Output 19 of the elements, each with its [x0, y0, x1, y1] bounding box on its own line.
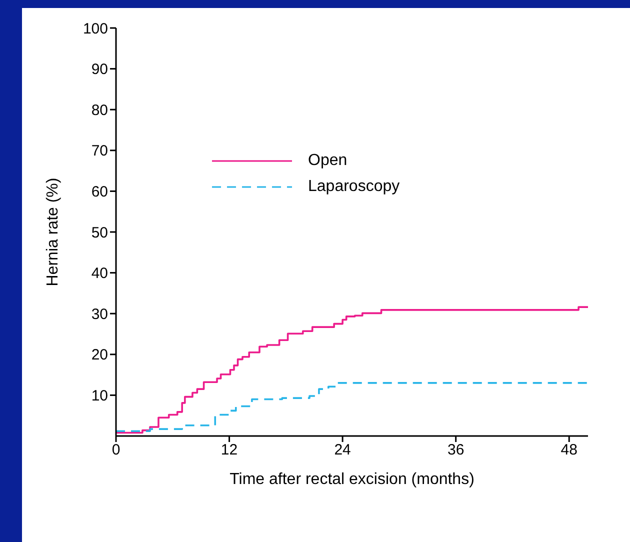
legend-label: Laparoscopy [308, 178, 400, 196]
x-tick-label: 48 [560, 442, 578, 459]
y-tick-label: 90 [91, 61, 108, 78]
y-tick-label: 60 [91, 184, 108, 201]
y-tick-label: 50 [91, 224, 108, 242]
y-axis-title: Hernia rate (%) [44, 178, 62, 286]
x-tick-label: 12 [220, 442, 238, 459]
y-tick-label: 30 [91, 306, 108, 323]
x-tick-label: 36 [447, 442, 464, 459]
y-tick-label: 40 [91, 265, 108, 282]
legend-label: Open [308, 152, 348, 170]
y-tick-label: 20 [91, 346, 108, 364]
y-tick-label: 80 [91, 102, 108, 119]
y-tick-label: 100 [82, 20, 108, 38]
x-tick-label: 0 [112, 442, 120, 459]
x-tick-label: 24 [334, 442, 351, 459]
x-axis-title: Time after rectal excision (months) [230, 471, 474, 488]
y-tick-label: 10 [91, 388, 108, 405]
y-tick-label: 70 [91, 142, 108, 160]
